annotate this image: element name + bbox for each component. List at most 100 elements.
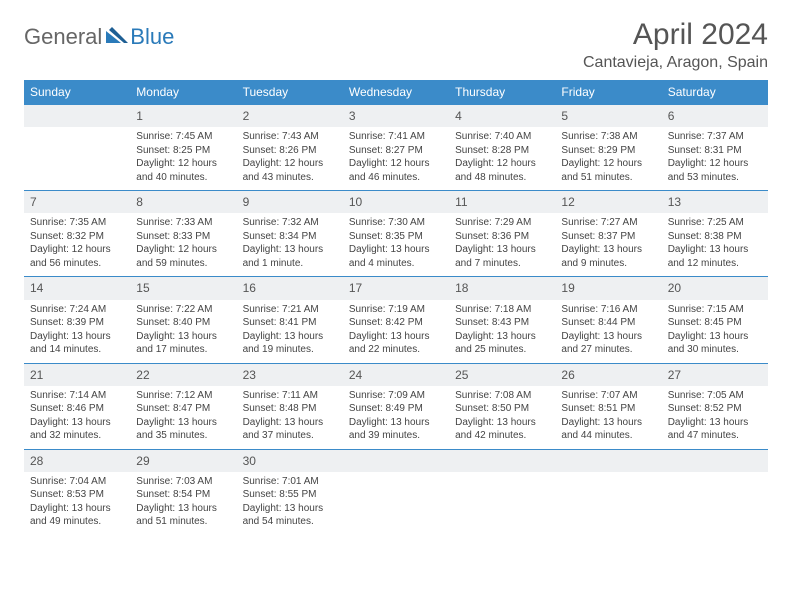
location: Cantavieja, Aragon, Spain (583, 54, 768, 72)
daylight-text: Daylight: 12 hours and 51 minutes. (561, 157, 655, 184)
sunset-text: Sunset: 8:47 PM (136, 402, 230, 416)
sunset-text: Sunset: 8:32 PM (30, 230, 124, 244)
day-number-row: 123456 (24, 105, 768, 128)
sunset-text: Sunset: 8:36 PM (455, 230, 549, 244)
day-cell: Sunrise: 7:19 AMSunset: 8:42 PMDaylight:… (343, 300, 449, 364)
day-header: Thursday (449, 80, 555, 105)
day-cell: Sunrise: 7:22 AMSunset: 8:40 PMDaylight:… (130, 300, 236, 364)
logo: General Blue (24, 18, 174, 50)
day-number-row: 282930 (24, 449, 768, 472)
day-cell (449, 472, 555, 535)
daylight-text: Daylight: 13 hours and 30 minutes. (668, 330, 762, 357)
day-cell: Sunrise: 7:08 AMSunset: 8:50 PMDaylight:… (449, 386, 555, 450)
day-cell: Sunrise: 7:12 AMSunset: 8:47 PMDaylight:… (130, 386, 236, 450)
sunrise-text: Sunrise: 7:24 AM (30, 303, 124, 317)
day-cell: Sunrise: 7:29 AMSunset: 8:36 PMDaylight:… (449, 213, 555, 277)
day-number: 25 (449, 363, 555, 386)
sunset-text: Sunset: 8:31 PM (668, 144, 762, 158)
logo-text-general: General (24, 24, 102, 50)
day-number: 5 (555, 105, 661, 128)
sunrise-text: Sunrise: 7:45 AM (136, 130, 230, 144)
day-cell: Sunrise: 7:37 AMSunset: 8:31 PMDaylight:… (662, 127, 768, 191)
daylight-text: Daylight: 13 hours and 39 minutes. (349, 416, 443, 443)
day-cell: Sunrise: 7:11 AMSunset: 8:48 PMDaylight:… (237, 386, 343, 450)
day-header: Monday (130, 80, 236, 105)
sunset-text: Sunset: 8:40 PM (136, 316, 230, 330)
daylight-text: Daylight: 12 hours and 48 minutes. (455, 157, 549, 184)
sunrise-text: Sunrise: 7:16 AM (561, 303, 655, 317)
day-number: 27 (662, 363, 768, 386)
sunset-text: Sunset: 8:37 PM (561, 230, 655, 244)
sunrise-text: Sunrise: 7:19 AM (349, 303, 443, 317)
header: General Blue April 2024 Cantavieja, Arag… (24, 18, 768, 72)
sunrise-text: Sunrise: 7:37 AM (668, 130, 762, 144)
day-cell: Sunrise: 7:24 AMSunset: 8:39 PMDaylight:… (24, 300, 130, 364)
sunset-text: Sunset: 8:35 PM (349, 230, 443, 244)
day-cell: Sunrise: 7:01 AMSunset: 8:55 PMDaylight:… (237, 472, 343, 535)
day-number-row: 78910111213 (24, 191, 768, 214)
day-number: 4 (449, 105, 555, 128)
sunrise-text: Sunrise: 7:29 AM (455, 216, 549, 230)
daylight-text: Daylight: 13 hours and 44 minutes. (561, 416, 655, 443)
day-header: Sunday (24, 80, 130, 105)
sunrise-text: Sunrise: 7:01 AM (243, 475, 337, 489)
sunset-text: Sunset: 8:48 PM (243, 402, 337, 416)
sunrise-text: Sunrise: 7:12 AM (136, 389, 230, 403)
daylight-text: Daylight: 13 hours and 27 minutes. (561, 330, 655, 357)
day-number: 24 (343, 363, 449, 386)
day-cell: Sunrise: 7:45 AMSunset: 8:25 PMDaylight:… (130, 127, 236, 191)
sunrise-text: Sunrise: 7:32 AM (243, 216, 337, 230)
day-content-row: Sunrise: 7:35 AMSunset: 8:32 PMDaylight:… (24, 213, 768, 277)
day-number: 14 (24, 277, 130, 300)
daylight-text: Daylight: 13 hours and 49 minutes. (30, 502, 124, 529)
sunrise-text: Sunrise: 7:08 AM (455, 389, 549, 403)
day-content-row: Sunrise: 7:04 AMSunset: 8:53 PMDaylight:… (24, 472, 768, 535)
sunrise-text: Sunrise: 7:41 AM (349, 130, 443, 144)
sunrise-text: Sunrise: 7:04 AM (30, 475, 124, 489)
day-cell: Sunrise: 7:25 AMSunset: 8:38 PMDaylight:… (662, 213, 768, 277)
day-cell (662, 472, 768, 535)
day-cell: Sunrise: 7:35 AMSunset: 8:32 PMDaylight:… (24, 213, 130, 277)
sunrise-text: Sunrise: 7:25 AM (668, 216, 762, 230)
day-number: 9 (237, 191, 343, 214)
daylight-text: Daylight: 12 hours and 59 minutes. (136, 243, 230, 270)
day-cell: Sunrise: 7:40 AMSunset: 8:28 PMDaylight:… (449, 127, 555, 191)
daylight-text: Daylight: 13 hours and 25 minutes. (455, 330, 549, 357)
day-number: 26 (555, 363, 661, 386)
day-header-row: Sunday Monday Tuesday Wednesday Thursday… (24, 80, 768, 105)
sunrise-text: Sunrise: 7:30 AM (349, 216, 443, 230)
daylight-text: Daylight: 13 hours and 14 minutes. (30, 330, 124, 357)
sunset-text: Sunset: 8:52 PM (668, 402, 762, 416)
day-header: Saturday (662, 80, 768, 105)
sunrise-text: Sunrise: 7:33 AM (136, 216, 230, 230)
sunset-text: Sunset: 8:41 PM (243, 316, 337, 330)
sunset-text: Sunset: 8:27 PM (349, 144, 443, 158)
day-number: 28 (24, 449, 130, 472)
day-cell: Sunrise: 7:18 AMSunset: 8:43 PMDaylight:… (449, 300, 555, 364)
sunrise-text: Sunrise: 7:40 AM (455, 130, 549, 144)
sunset-text: Sunset: 8:39 PM (30, 316, 124, 330)
day-cell: Sunrise: 7:07 AMSunset: 8:51 PMDaylight:… (555, 386, 661, 450)
day-number: 20 (662, 277, 768, 300)
title-block: April 2024 Cantavieja, Aragon, Spain (583, 18, 768, 72)
sunset-text: Sunset: 8:38 PM (668, 230, 762, 244)
day-cell: Sunrise: 7:38 AMSunset: 8:29 PMDaylight:… (555, 127, 661, 191)
daylight-text: Daylight: 13 hours and 47 minutes. (668, 416, 762, 443)
day-header: Friday (555, 80, 661, 105)
sunrise-text: Sunrise: 7:38 AM (561, 130, 655, 144)
sunset-text: Sunset: 8:42 PM (349, 316, 443, 330)
sunrise-text: Sunrise: 7:43 AM (243, 130, 337, 144)
day-number (343, 449, 449, 472)
day-number: 13 (662, 191, 768, 214)
sunset-text: Sunset: 8:43 PM (455, 316, 549, 330)
daylight-text: Daylight: 13 hours and 4 minutes. (349, 243, 443, 270)
sunset-text: Sunset: 8:45 PM (668, 316, 762, 330)
day-content-row: Sunrise: 7:14 AMSunset: 8:46 PMDaylight:… (24, 386, 768, 450)
day-number: 19 (555, 277, 661, 300)
sunrise-text: Sunrise: 7:07 AM (561, 389, 655, 403)
sunset-text: Sunset: 8:46 PM (30, 402, 124, 416)
day-content-row: Sunrise: 7:24 AMSunset: 8:39 PMDaylight:… (24, 300, 768, 364)
day-number: 6 (662, 105, 768, 128)
daylight-text: Daylight: 12 hours and 53 minutes. (668, 157, 762, 184)
sunset-text: Sunset: 8:51 PM (561, 402, 655, 416)
